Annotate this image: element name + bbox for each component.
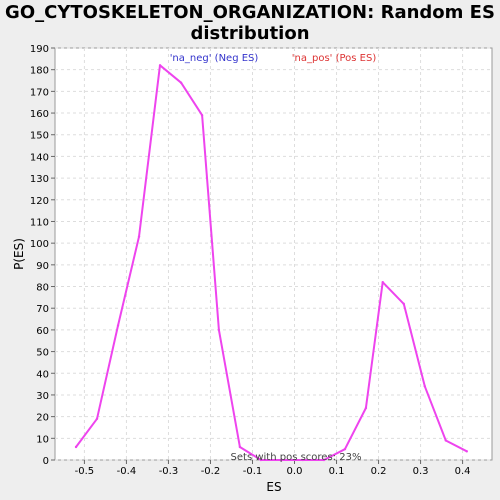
y-tick-label: 60 — [36, 326, 49, 337]
y-tick-label: 160 — [30, 109, 49, 120]
x-tick-label: -0.4 — [117, 466, 137, 477]
x-tick-label: 0.1 — [329, 466, 345, 477]
plot-area — [54, 47, 493, 461]
x-tick-label: 0.2 — [371, 466, 387, 477]
y-tick-label: 70 — [36, 304, 49, 315]
data-point — [74, 445, 78, 449]
tick-layer: 0 10 20 30 40 50 60 70 80 90 100 110 120 130 140 150 160… — [30, 44, 471, 477]
y-tick-label: 170 — [30, 87, 49, 98]
series-layer — [74, 64, 468, 462]
data-point — [444, 439, 447, 442]
y-tick-label: 140 — [30, 152, 49, 163]
data-point — [259, 458, 263, 462]
data-point — [301, 458, 305, 462]
data-point — [423, 385, 426, 388]
data-point — [381, 280, 384, 284]
chart-annotation: Sets with pos scores: 23% — [231, 452, 362, 463]
y-tick-label: 20 — [36, 413, 49, 424]
data-point — [116, 324, 120, 327]
y-tick-label: 120 — [30, 196, 49, 207]
data-point — [158, 64, 162, 67]
data-point — [364, 406, 368, 410]
y-tick-label: 40 — [36, 369, 49, 380]
data-point — [343, 447, 347, 451]
data-point — [465, 450, 468, 453]
chart-title-line-2: distribution — [190, 23, 310, 44]
x-tick-label: 0.3 — [413, 466, 429, 477]
data-point — [95, 417, 99, 420]
data-point — [322, 458, 326, 462]
data-point — [179, 81, 183, 84]
grid-layer — [55, 47, 492, 461]
data-point — [200, 114, 204, 117]
y-tick-label: 130 — [30, 174, 49, 185]
y-tick-label: 80 — [36, 283, 49, 294]
x-tick-label: -0.5 — [75, 466, 95, 477]
x-tick-label: -0.1 — [243, 466, 263, 477]
y-tick-label: 100 — [30, 239, 49, 250]
y-tick-label: 90 — [36, 261, 49, 272]
x-axis-label: ES — [266, 480, 281, 494]
y-tick-label: 110 — [30, 217, 49, 228]
chart-title-line-1: GO_CYTOSKELETON_ORGANIZATION: Random ES — [5, 2, 495, 23]
legend-entry-neg: 'na_neg' (Neg ES) — [170, 53, 259, 64]
x-tick-label: 0.4 — [455, 466, 471, 477]
y-tick-label: 0 — [43, 456, 49, 467]
y-axis-label: P(ES) — [12, 238, 26, 270]
legend-entry-pos: 'na_pos' (Pos ES) — [292, 53, 377, 64]
data-point — [238, 445, 242, 449]
data-point — [402, 302, 405, 306]
series-line — [75, 64, 468, 461]
data-point — [280, 458, 284, 462]
chart-title: GO_CYTOSKELETON_ORGANIZATION: Random ES … — [0, 2, 500, 44]
data-point — [137, 235, 141, 238]
y-tick-label: 180 — [30, 66, 49, 77]
x-tick-label: -0.2 — [201, 466, 221, 477]
y-tick-label: 150 — [30, 131, 49, 142]
x-tick-label: 0.0 — [287, 466, 303, 477]
y-tick-label: 50 — [36, 348, 49, 359]
y-tick-label: 30 — [36, 391, 49, 402]
y-tick-label: 10 — [36, 434, 49, 445]
data-point — [217, 328, 221, 332]
x-tick-label: -0.3 — [159, 466, 179, 477]
y-tick-label: 190 — [30, 44, 49, 55]
